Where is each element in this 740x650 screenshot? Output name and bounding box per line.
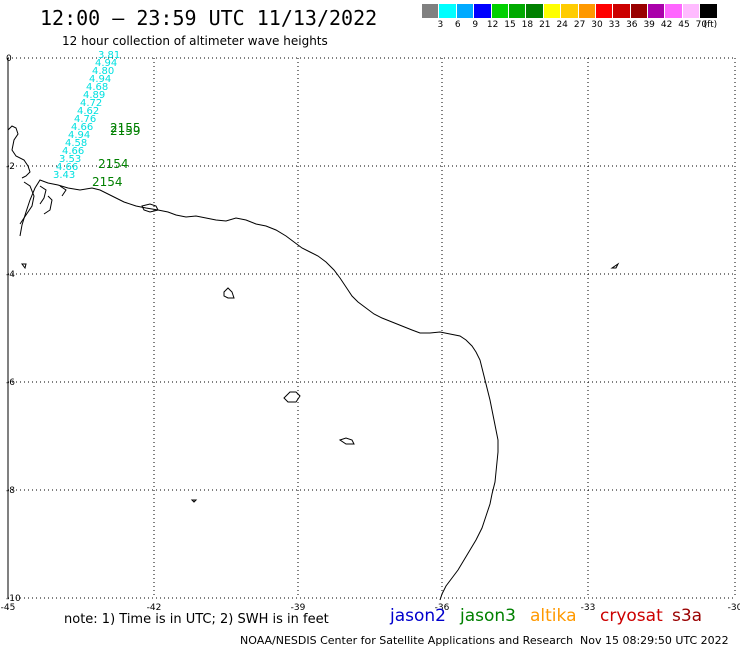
coastline bbox=[19, 179, 499, 601]
island bbox=[338, 437, 355, 445]
lat-tick-label: -6 bbox=[6, 378, 15, 388]
wave-height-label: 4.66 bbox=[56, 162, 78, 173]
lat-tick-label: -4 bbox=[6, 270, 15, 280]
wave-height-label: 4.66 bbox=[71, 122, 93, 133]
legend-swatch bbox=[682, 4, 701, 18]
lon-tick-label: -30 bbox=[728, 603, 740, 613]
wave-height-label: 4.89 bbox=[83, 90, 105, 101]
legend-swatch bbox=[491, 4, 509, 18]
legend-swatch bbox=[543, 4, 562, 18]
wave-height-label: 4.62 bbox=[77, 106, 99, 117]
generated-timestamp: Nov 15 08:29:50 UTC 2022 bbox=[580, 634, 729, 647]
legend-swatch bbox=[561, 4, 579, 18]
legend-label: 30 bbox=[591, 20, 603, 30]
coastline-detail bbox=[7, 125, 67, 225]
legend-label: 21 bbox=[539, 20, 551, 30]
color-legend: 3 6 9 12 15 18 21 24 27 30 33 36 39 42 45 70 (ft) bbox=[422, 4, 732, 38]
pass-time-label: 2154 bbox=[98, 157, 129, 171]
island bbox=[223, 287, 235, 299]
legend-label: 42 bbox=[660, 20, 673, 30]
wave-height-label: 4.68 bbox=[86, 82, 108, 93]
legend-label: 18 bbox=[521, 20, 534, 30]
wave-height-label: 4.94 bbox=[89, 74, 111, 85]
legend-swatch bbox=[456, 4, 475, 18]
lat-tick-label: -10 bbox=[6, 594, 21, 604]
legend-swatch bbox=[665, 4, 683, 18]
wave-height-label: 3.81 bbox=[98, 50, 120, 61]
legend-label: 12 bbox=[486, 20, 499, 30]
note-text: note: 1) Time is in UTC; 2) SWH is in fe… bbox=[64, 612, 329, 627]
satellite-label-altika: altika bbox=[530, 606, 577, 626]
pass-time-label: 2159 bbox=[110, 124, 141, 138]
legend-label: 24 bbox=[556, 20, 568, 30]
wave-height-label: 4.66 bbox=[62, 146, 84, 157]
wave-height-label: 4.76 bbox=[74, 114, 96, 125]
legend-swatch bbox=[526, 4, 544, 18]
legend-label: 6 bbox=[454, 20, 461, 30]
axis-tick-labels: -45 -42 -39 -36 -33 -30 0 -2 -4 -6 -8 -10 bbox=[1, 54, 740, 613]
legend-swatches bbox=[422, 4, 732, 18]
wave-height-label: 4.58 bbox=[65, 138, 87, 149]
legend-swatch bbox=[613, 4, 631, 18]
island bbox=[21, 262, 620, 503]
legend-label: 45 bbox=[678, 20, 690, 30]
pass-time-label: 2155 bbox=[110, 121, 141, 135]
legend-swatch bbox=[508, 4, 527, 18]
lat-tick-label: 0 bbox=[6, 54, 12, 64]
wave-height-label: 3.53 bbox=[59, 154, 81, 165]
wave-height-labels: 3.814.944.804.944.684.894.724.624.764.66… bbox=[53, 50, 120, 181]
island bbox=[283, 391, 301, 403]
credit-text: NOAA/NESDIS Center for Satellite Applica… bbox=[240, 634, 574, 647]
wave-height-label: 4.80 bbox=[92, 66, 114, 77]
lat-tick-label: -8 bbox=[6, 486, 15, 496]
legend-label: 27 bbox=[573, 20, 586, 30]
satellite-label-jason2: jason2 bbox=[390, 606, 446, 626]
legend-swatch bbox=[648, 4, 666, 18]
lon-tick-label: -39 bbox=[291, 603, 306, 613]
lon-tick-label: -36 bbox=[435, 603, 450, 613]
legend-label: 70 bbox=[695, 20, 708, 30]
lon-tick-label: -42 bbox=[147, 603, 162, 613]
wave-height-label: 4.94 bbox=[95, 58, 117, 69]
lon-tick-label: -33 bbox=[581, 603, 596, 613]
satellite-label-jason3: jason3 bbox=[460, 606, 516, 626]
legend-label: 36 bbox=[626, 20, 638, 30]
legend-label: 9 bbox=[472, 20, 479, 30]
lat-tick-label: -2 bbox=[6, 162, 15, 172]
lon-tick-label: -45 bbox=[1, 603, 16, 613]
legend-swatch bbox=[474, 4, 492, 18]
pass-time-label: 2154 bbox=[92, 175, 123, 189]
legend-swatch bbox=[578, 4, 596, 18]
wave-height-label: 4.72 bbox=[80, 98, 102, 109]
island bbox=[141, 203, 159, 213]
wave-height-label: 3.43 bbox=[53, 170, 75, 181]
map-subtitle: 12 hour collection of altimeter wave hei… bbox=[62, 34, 328, 48]
legend-label: (ft) bbox=[703, 20, 718, 30]
map-grid bbox=[7, 57, 736, 599]
legend-label: 39 bbox=[643, 20, 655, 30]
legend-label: 3 bbox=[437, 20, 444, 30]
legend-swatch bbox=[595, 4, 614, 18]
legend-label: 33 bbox=[608, 20, 621, 30]
wave-height-label: 4.94 bbox=[68, 130, 90, 141]
legend-labels: 3 6 9 12 15 18 21 24 27 30 33 36 39 42 45 70 (ft) bbox=[422, 18, 732, 32]
legend-swatch bbox=[439, 4, 457, 18]
map-title: 12:00 – 23:59 UTC 11/13/2022 bbox=[40, 6, 378, 30]
legend-swatch bbox=[700, 4, 718, 18]
satellite-label-s3a: s3a bbox=[672, 606, 703, 626]
legend-label: 15 bbox=[504, 20, 516, 30]
legend-swatch bbox=[630, 4, 649, 18]
legend-swatch bbox=[422, 4, 440, 18]
satellite-label-cryosat: cryosat bbox=[600, 606, 663, 626]
